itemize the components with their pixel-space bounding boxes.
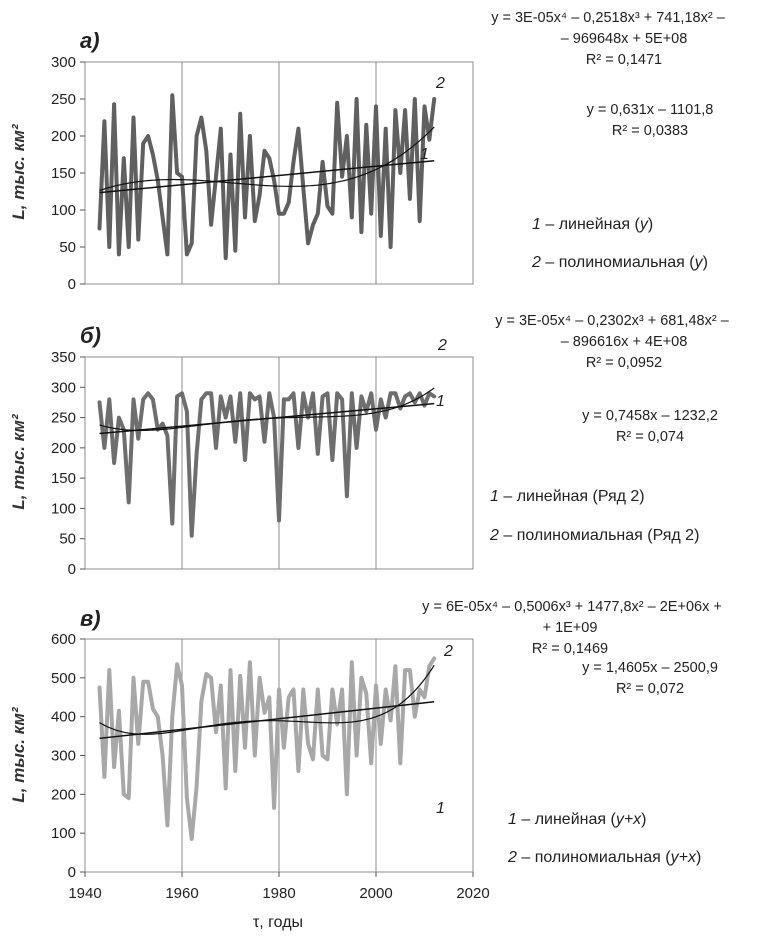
linear-trendline — [99, 159, 435, 194]
legend-item-2: 2 – полиномиальная (y+x) — [507, 849, 701, 866]
ytick-label: 350 — [51, 349, 76, 366]
legend-item-1: 1 – линейная (y+x) — [508, 811, 646, 828]
ytick-label: 150 — [51, 165, 76, 182]
data-series-line — [97, 93, 437, 261]
trendline-label-1: 1 — [436, 800, 445, 817]
ytick-label: 0 — [68, 864, 76, 881]
ytick-label: 200 — [51, 786, 76, 803]
y-axis-label: L, тыс. км² — [9, 706, 28, 803]
linear-trendline — [99, 701, 435, 740]
linear-equation: y = 0,631x – 1101,8 — [587, 102, 714, 118]
poly-equation-line2: – 896616x + 4E+08 — [561, 334, 688, 350]
linear-equation: y = 0,7458x – 1232,2 — [582, 408, 718, 424]
linear-r-squared: R² = 0,072 — [616, 681, 684, 697]
ytick-label: 200 — [51, 440, 76, 457]
poly-equation-line1: y = 6E-05x⁴ – 0,5006x³ + 1477,8x² – 2E+0… — [422, 599, 722, 615]
poly-equation-line1: y = 3E-05x⁴ – 0,2518x³ + 741,18x² – — [491, 10, 725, 26]
linear-r-squared: R² = 0,074 — [616, 429, 684, 445]
poly-equation-line1: y = 3E-05x⁴ – 0,2302x³ + 681,48x² – — [495, 313, 729, 329]
panel-label: а) — [80, 28, 100, 53]
ytick-label: 250 — [51, 91, 76, 108]
legend-item-2: 2 – полиномиальная (y) — [531, 254, 708, 271]
data-series-line — [97, 656, 437, 841]
trendline-label-2: 2 — [435, 75, 445, 92]
panel-label: в) — [80, 606, 101, 631]
chart-panel-1: 0 50 100 150 200 250 300 L, тыс. км² а) 1 2 y = 3E-… — [9, 10, 726, 293]
chart-panel-3: 0 100 200 300 400 500 600 1940 1960 1980 2000 2020 L… — [9, 599, 722, 931]
poly-r-squared: R² = 0,0952 — [586, 355, 662, 371]
trendline-label-2: 2 — [443, 643, 453, 660]
ytick-label: 250 — [51, 410, 76, 427]
chart-panel-2: 0 50 100 150 200 250 300 350 L, тыс. км² б) 1 2 y = … — [9, 313, 730, 578]
trendline-label-1: 1 — [436, 393, 445, 410]
ytick-label: 50 — [59, 239, 76, 256]
ytick-label: 300 — [51, 54, 76, 71]
linear-r-squared: R² = 0,0383 — [612, 123, 688, 139]
ytick-label: 400 — [51, 709, 76, 726]
poly-equation-line2: – 969648x + 5E+08 — [561, 31, 688, 47]
panel-label: б) — [80, 323, 101, 348]
poly-r-squared: R² = 0,1469 — [532, 641, 608, 657]
ytick-label: 100 — [51, 202, 76, 219]
ytick-label: 100 — [51, 500, 76, 517]
ytick-label: 600 — [51, 631, 76, 648]
trendline-label-2: 2 — [437, 337, 447, 354]
data-series-line — [97, 391, 437, 538]
y-axis-label: L, тыс. км² — [9, 123, 28, 220]
ytick-label: 0 — [68, 561, 76, 578]
ytick-label: 300 — [51, 748, 76, 765]
legend-item-1: 1 – линейная (y) — [532, 216, 653, 233]
ytick-label: 200 — [51, 128, 76, 145]
xtick-label: 1980 — [262, 885, 295, 902]
xtick-label: 1960 — [165, 885, 198, 902]
polynomial-trendline — [99, 126, 435, 192]
legend-item-2: 2 – полиномиальная (Ряд 2) — [489, 527, 699, 544]
xtick-label: 2000 — [359, 885, 392, 902]
xtick-label: 2020 — [456, 885, 489, 902]
xtick-label: 1940 — [68, 885, 101, 902]
ytick-label: 0 — [68, 276, 76, 293]
ytick-label: 50 — [59, 531, 76, 548]
poly-equation-line2: + 1E+09 — [543, 620, 598, 636]
ytick-label: 300 — [51, 379, 76, 396]
ytick-label: 500 — [51, 670, 76, 687]
ytick-label: 150 — [51, 470, 76, 487]
legend-item-1: 1 – линейная (Ряд 2) — [490, 488, 645, 505]
trendline-label-1: 1 — [420, 146, 429, 163]
poly-r-squared: R² = 0,1471 — [586, 52, 662, 68]
linear-equation: y = 1,4605x – 2500,9 — [582, 660, 718, 676]
polynomial-trendline — [99, 387, 435, 431]
x-axis-label: τ, годы — [253, 914, 303, 931]
ytick-label: 100 — [51, 825, 76, 842]
polynomial-trendline — [99, 664, 435, 735]
y-axis-label: L, тыс. км² — [9, 413, 28, 510]
